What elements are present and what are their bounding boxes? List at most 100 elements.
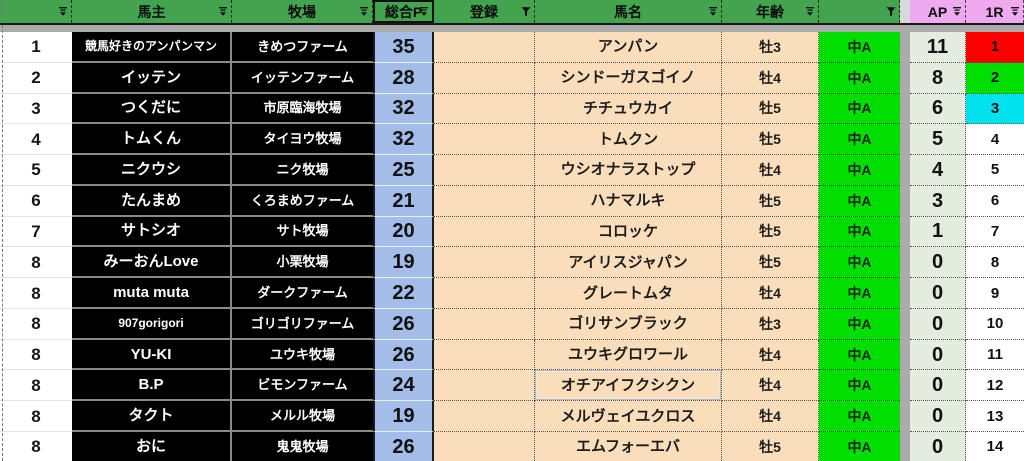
grade-cell[interactable]: 中A — [819, 370, 900, 402]
owner-cell[interactable]: トムくん — [72, 124, 232, 156]
age-cell[interactable]: 牡4 — [722, 278, 819, 309]
round1-rank-cell[interactable]: 1 — [966, 32, 1024, 63]
grade-cell[interactable]: 中A — [819, 247, 900, 279]
owner-cell[interactable]: つくだに — [72, 93, 232, 125]
grade-cell[interactable]: 中A — [819, 216, 900, 248]
farm-cell[interactable]: タイヨウ牧場 — [232, 124, 373, 156]
farm-cell[interactable]: イッテンファーム — [232, 62, 373, 94]
round1-rank-cell[interactable]: 10 — [966, 308, 1024, 340]
registration-cell[interactable] — [434, 401, 535, 432]
round1-rank-cell[interactable]: 7 — [966, 216, 1024, 248]
age-cell[interactable]: 牡4 — [722, 401, 819, 432]
total-points-cell[interactable]: 19 — [373, 401, 434, 432]
grade-cell[interactable]: 中A — [819, 32, 900, 63]
round1-rank-cell[interactable]: 12 — [966, 370, 1024, 402]
rank-cell[interactable]: 3 — [0, 93, 72, 125]
total-points-cell[interactable]: 25 — [373, 155, 434, 186]
horse-name-cell[interactable]: メルヴェイユクロス — [535, 401, 722, 432]
total-points-cell[interactable]: 26 — [373, 308, 434, 340]
ap-cell[interactable]: 1 — [910, 216, 966, 248]
ap-cell[interactable]: 4 — [910, 155, 966, 186]
filter-dropdown-icon[interactable] — [57, 6, 68, 17]
ap-cell[interactable]: 0 — [910, 278, 966, 309]
horse-name-cell[interactable]: ウシオナラストップ — [535, 155, 722, 186]
owner-cell[interactable]: イッテン — [72, 62, 232, 94]
farm-cell[interactable]: ニク牧場 — [232, 155, 373, 186]
filter-dropdown-icon[interactable] — [217, 6, 228, 17]
round1-rank-cell[interactable]: 13 — [966, 401, 1024, 432]
filter-dropdown-icon[interactable] — [358, 6, 369, 17]
ap-cell[interactable]: 3 — [910, 185, 966, 217]
age-cell[interactable]: 牡4 — [722, 155, 819, 186]
column-header-1r[interactable]: 1R — [966, 0, 1024, 23]
age-cell[interactable]: 牡4 — [722, 370, 819, 402]
column-header-age[interactable]: 年齢 — [722, 0, 819, 23]
owner-cell[interactable]: おに — [72, 431, 232, 461]
ap-cell[interactable]: 6 — [910, 93, 966, 125]
owner-cell[interactable]: muta muta — [72, 278, 232, 309]
column-header-registration[interactable]: 登録 — [434, 0, 535, 23]
rank-cell[interactable]: 8 — [0, 308, 72, 340]
round1-rank-cell[interactable]: 11 — [966, 339, 1024, 371]
ap-cell[interactable]: 11 — [910, 32, 966, 63]
registration-cell[interactable] — [434, 32, 535, 63]
horse-name-cell[interactable]: グレートムタ — [535, 278, 722, 309]
farm-cell[interactable]: 鬼鬼牧場 — [232, 431, 373, 461]
registration-cell[interactable] — [434, 216, 535, 248]
column-header-total-p[interactable]: 総合P — [373, 0, 434, 23]
grade-cell[interactable]: 中A — [819, 308, 900, 340]
grade-cell[interactable]: 中A — [819, 401, 900, 432]
grade-cell[interactable]: 中A — [819, 185, 900, 217]
age-cell[interactable]: 牡5 — [722, 431, 819, 461]
total-points-cell[interactable]: 26 — [373, 431, 434, 461]
rank-cell[interactable]: 1 — [0, 32, 72, 63]
horse-name-cell[interactable]: エムフォーエバ — [535, 431, 722, 461]
owner-cell[interactable]: タクト — [72, 401, 232, 432]
owner-cell[interactable]: ニクウシ — [72, 155, 232, 186]
registration-cell[interactable] — [434, 431, 535, 461]
column-header-ap[interactable]: AP — [910, 0, 966, 23]
filter-dropdown-icon[interactable] — [804, 6, 815, 17]
total-points-cell[interactable]: 21 — [373, 185, 434, 217]
owner-cell[interactable]: YU-KI — [72, 339, 232, 371]
filter-dropdown-icon[interactable] — [951, 6, 962, 17]
farm-cell[interactable]: くろまめファーム — [232, 185, 373, 217]
registration-cell[interactable] — [434, 93, 535, 125]
registration-cell[interactable] — [434, 62, 535, 94]
farm-cell[interactable]: 小栗牧場 — [232, 247, 373, 279]
rank-cell[interactable]: 8 — [0, 247, 72, 279]
rank-cell[interactable]: 8 — [0, 431, 72, 461]
owner-cell[interactable]: サトシオ — [72, 216, 232, 248]
grade-cell[interactable]: 中A — [819, 93, 900, 125]
horse-name-cell[interactable]: ハナマルキ — [535, 185, 722, 217]
horse-name-cell[interactable]: トムクン — [535, 124, 722, 156]
rank-cell[interactable]: 4 — [0, 124, 72, 156]
age-cell[interactable]: 牡4 — [722, 339, 819, 371]
age-cell[interactable]: 牡5 — [722, 216, 819, 248]
round1-rank-cell[interactable]: 14 — [966, 431, 1024, 461]
ap-cell[interactable]: 0 — [910, 308, 966, 340]
horse-name-cell[interactable]: チチュウカイ — [535, 93, 722, 125]
filter-funnel-icon[interactable] — [885, 6, 896, 17]
farm-cell[interactable]: ビモンファーム — [232, 370, 373, 402]
round1-rank-cell[interactable]: 5 — [966, 155, 1024, 186]
ap-cell[interactable]: 0 — [910, 370, 966, 402]
horse-name-cell[interactable]: アイリスジャパン — [535, 247, 722, 279]
rank-cell[interactable]: 8 — [0, 401, 72, 432]
horse-name-cell[interactable]: オチアイフクシクン — [535, 370, 722, 402]
horse-name-cell[interactable]: コロッケ — [535, 216, 722, 248]
total-points-cell[interactable]: 32 — [373, 124, 434, 156]
column-header-owner[interactable]: 馬主 — [72, 0, 232, 23]
ap-cell[interactable]: 0 — [910, 401, 966, 432]
grade-cell[interactable]: 中A — [819, 431, 900, 461]
farm-cell[interactable]: メルル牧場 — [232, 401, 373, 432]
owner-cell[interactable]: 競馬好きのアンパンマン — [72, 32, 232, 63]
age-cell[interactable]: 牡4 — [722, 62, 819, 94]
farm-cell[interactable]: ユウキ牧場 — [232, 339, 373, 371]
round1-rank-cell[interactable]: 6 — [966, 185, 1024, 217]
total-points-cell[interactable]: 35 — [373, 32, 434, 63]
total-points-cell[interactable]: 26 — [373, 339, 434, 371]
total-points-cell[interactable]: 20 — [373, 216, 434, 248]
column-header-grade[interactable] — [819, 0, 900, 23]
rank-cell[interactable]: 7 — [0, 216, 72, 248]
